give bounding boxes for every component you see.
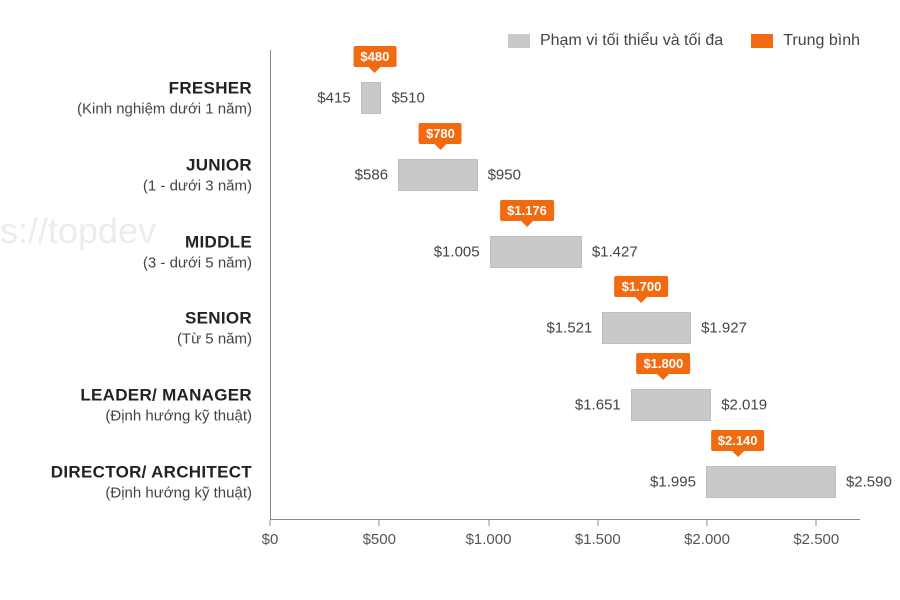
avg-tag: $480 <box>353 46 396 67</box>
max-value: $950 <box>478 167 521 184</box>
min-value: $1.521 <box>546 320 602 337</box>
x-tick-mark <box>707 520 708 526</box>
min-value: $586 <box>355 167 398 184</box>
range-bar <box>490 236 582 268</box>
x-tick-mark <box>270 520 271 526</box>
plot-area: $0$500$1.000$1.500$2.000$2.500FRESHER(Ki… <box>270 60 860 520</box>
row-subtitle: (3 - dưới 5 năm) <box>143 254 252 271</box>
x-tick-mark <box>597 520 598 526</box>
x-tick-mark <box>488 520 489 526</box>
legend-range-swatch <box>508 34 530 48</box>
chart-row: DIRECTOR/ ARCHITECT(Định hướng kỹ thuật)… <box>270 454 860 510</box>
min-value: $1.995 <box>650 473 706 490</box>
row-label: MIDDLE (3 - dưới 5 năm) <box>143 232 270 271</box>
chart-row: JUNIOR(1 - dưới 3 năm)$586$950$780 <box>270 147 860 203</box>
avg-tag: $1.700 <box>615 276 669 297</box>
avg-tag: $1.176 <box>500 200 554 221</box>
row-title: LEADER/ MANAGER <box>80 386 252 406</box>
max-value: $2.019 <box>711 397 767 414</box>
x-tick-label: $2.500 <box>793 531 839 548</box>
x-tick-label: $0 <box>262 531 279 548</box>
row-title: MIDDLE <box>143 232 252 252</box>
legend: Phạm vi tối thiểu và tối đa Trung bình <box>508 32 860 50</box>
row-subtitle: (Định hướng kỹ thuật) <box>80 408 252 425</box>
min-value: $1.005 <box>434 243 490 260</box>
range-bar <box>706 466 836 498</box>
avg-tag: $1.800 <box>636 353 690 374</box>
row-title: SENIOR <box>177 309 252 329</box>
legend-avg: Trung bình <box>751 32 860 50</box>
row-label: JUNIOR (1 - dưới 3 năm) <box>143 156 270 195</box>
row-title: FRESHER <box>77 79 252 99</box>
row-title: DIRECTOR/ ARCHITECT <box>51 462 252 482</box>
range-bar <box>361 82 382 114</box>
row-label: SENIOR (Từ 5 năm) <box>177 309 270 348</box>
avg-tag: $780 <box>419 123 462 144</box>
row-subtitle: (Từ 5 năm) <box>177 331 252 348</box>
row-title: JUNIOR <box>143 156 252 176</box>
x-tick-mark <box>816 520 817 526</box>
max-value: $1.927 <box>691 320 747 337</box>
legend-range-label: Phạm vi tối thiểu và tối đa <box>540 32 723 50</box>
x-tick-mark <box>379 520 380 526</box>
x-tick-label: $2.000 <box>684 531 730 548</box>
min-value: $415 <box>317 90 360 107</box>
x-axis <box>270 519 860 520</box>
salary-range-chart: s://topdev Phạm vi tối thiểu và tối đa T… <box>0 0 900 600</box>
x-tick-label: $1.500 <box>575 531 621 548</box>
legend-avg-swatch <box>751 34 773 48</box>
row-label: LEADER/ MANAGER (Định hướng kỹ thuật) <box>80 386 270 425</box>
x-tick-label: $500 <box>363 531 396 548</box>
row-subtitle: (1 - dưới 3 năm) <box>143 178 252 195</box>
max-value: $1.427 <box>582 243 638 260</box>
chart-row: MIDDLE(3 - dưới 5 năm)$1.005$1.427$1.176 <box>270 224 860 280</box>
legend-range: Phạm vi tối thiểu và tối đa <box>508 32 723 50</box>
chart-row: SENIOR(Từ 5 năm)$1.521$1.927$1.700 <box>270 300 860 356</box>
range-bar <box>631 389 711 421</box>
range-bar <box>602 312 691 344</box>
row-label: FRESHER (Kinh nghiệm dưới 1 năm) <box>77 79 270 118</box>
max-value: $2.590 <box>836 473 892 490</box>
max-value: $510 <box>381 90 424 107</box>
chart-row: LEADER/ MANAGER(Định hướng kỹ thuật)$1.6… <box>270 377 860 433</box>
avg-tag: $2.140 <box>711 430 765 451</box>
range-bar <box>398 159 478 191</box>
watermark-text: s://topdev <box>0 210 156 252</box>
legend-avg-label: Trung bình <box>783 32 860 50</box>
x-tick-label: $1.000 <box>466 531 512 548</box>
min-value: $1.651 <box>575 397 631 414</box>
row-subtitle: (Định hướng kỹ thuật) <box>51 484 252 501</box>
row-subtitle: (Kinh nghiệm dưới 1 năm) <box>77 101 252 118</box>
row-label: DIRECTOR/ ARCHITECT (Định hướng kỹ thuật) <box>51 462 270 501</box>
chart-row: FRESHER(Kinh nghiệm dưới 1 năm)$415$510$… <box>270 70 860 126</box>
